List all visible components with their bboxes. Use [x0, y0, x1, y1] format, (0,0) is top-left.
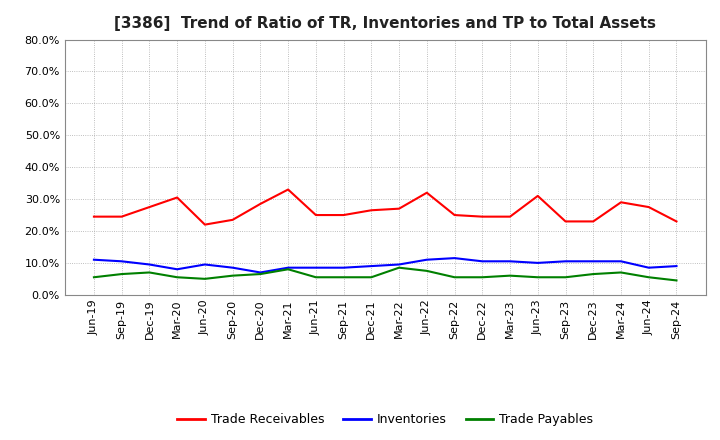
Trade Receivables: [145, 205, 154, 210]
Trade Receivables: [423, 190, 431, 195]
Trade Receivables: [284, 187, 292, 192]
Trade Receivables: [534, 193, 542, 198]
Trade Receivables: [644, 205, 653, 210]
Trade Payables: [478, 275, 487, 280]
Inventories: [644, 265, 653, 270]
Inventories: [367, 264, 376, 269]
Inventories: [173, 267, 181, 272]
Trade Payables: [450, 275, 459, 280]
Inventories: [201, 262, 210, 267]
Trade Payables: [117, 271, 126, 277]
Inventories: [339, 265, 348, 270]
Inventories: [534, 260, 542, 266]
Trade Payables: [256, 271, 265, 277]
Trade Receivables: [616, 200, 625, 205]
Trade Receivables: [312, 213, 320, 218]
Trade Payables: [145, 270, 154, 275]
Trade Receivables: [367, 208, 376, 213]
Trade Payables: [534, 275, 542, 280]
Trade Receivables: [589, 219, 598, 224]
Trade Receivables: [339, 213, 348, 218]
Trade Payables: [339, 275, 348, 280]
Trade Receivables: [117, 214, 126, 219]
Trade Receivables: [672, 219, 681, 224]
Trade Receivables: [89, 214, 98, 219]
Trade Payables: [589, 271, 598, 277]
Inventories: [117, 259, 126, 264]
Trade Receivables: [395, 206, 403, 211]
Trade Payables: [561, 275, 570, 280]
Trade Payables: [423, 268, 431, 274]
Inventories: [395, 262, 403, 267]
Inventories: [505, 259, 514, 264]
Inventories: [589, 259, 598, 264]
Trade Receivables: [561, 219, 570, 224]
Inventories: [284, 265, 292, 270]
Trade Payables: [505, 273, 514, 279]
Trade Payables: [367, 275, 376, 280]
Title: [3386]  Trend of Ratio of TR, Inventories and TP to Total Assets: [3386] Trend of Ratio of TR, Inventories…: [114, 16, 656, 32]
Inventories: [89, 257, 98, 262]
Inventories: [672, 264, 681, 269]
Trade Receivables: [173, 195, 181, 200]
Inventories: [145, 262, 154, 267]
Trade Payables: [201, 276, 210, 282]
Trade Receivables: [505, 214, 514, 219]
Line: Inventories: Inventories: [94, 258, 677, 272]
Trade Receivables: [450, 213, 459, 218]
Inventories: [561, 259, 570, 264]
Trade Receivables: [201, 222, 210, 227]
Inventories: [423, 257, 431, 262]
Trade Payables: [173, 275, 181, 280]
Inventories: [228, 265, 237, 270]
Trade Receivables: [478, 214, 487, 219]
Inventories: [450, 256, 459, 261]
Inventories: [478, 259, 487, 264]
Trade Payables: [312, 275, 320, 280]
Trade Payables: [89, 275, 98, 280]
Trade Receivables: [228, 217, 237, 223]
Trade Payables: [672, 278, 681, 283]
Line: Trade Payables: Trade Payables: [94, 268, 677, 280]
Line: Trade Receivables: Trade Receivables: [94, 190, 677, 224]
Trade Payables: [228, 273, 237, 279]
Trade Payables: [284, 267, 292, 272]
Trade Payables: [616, 270, 625, 275]
Trade Receivables: [256, 201, 265, 206]
Trade Payables: [644, 275, 653, 280]
Inventories: [312, 265, 320, 270]
Inventories: [256, 270, 265, 275]
Trade Payables: [395, 265, 403, 270]
Legend: Trade Receivables, Inventories, Trade Payables: Trade Receivables, Inventories, Trade Pa…: [172, 408, 598, 431]
Inventories: [616, 259, 625, 264]
